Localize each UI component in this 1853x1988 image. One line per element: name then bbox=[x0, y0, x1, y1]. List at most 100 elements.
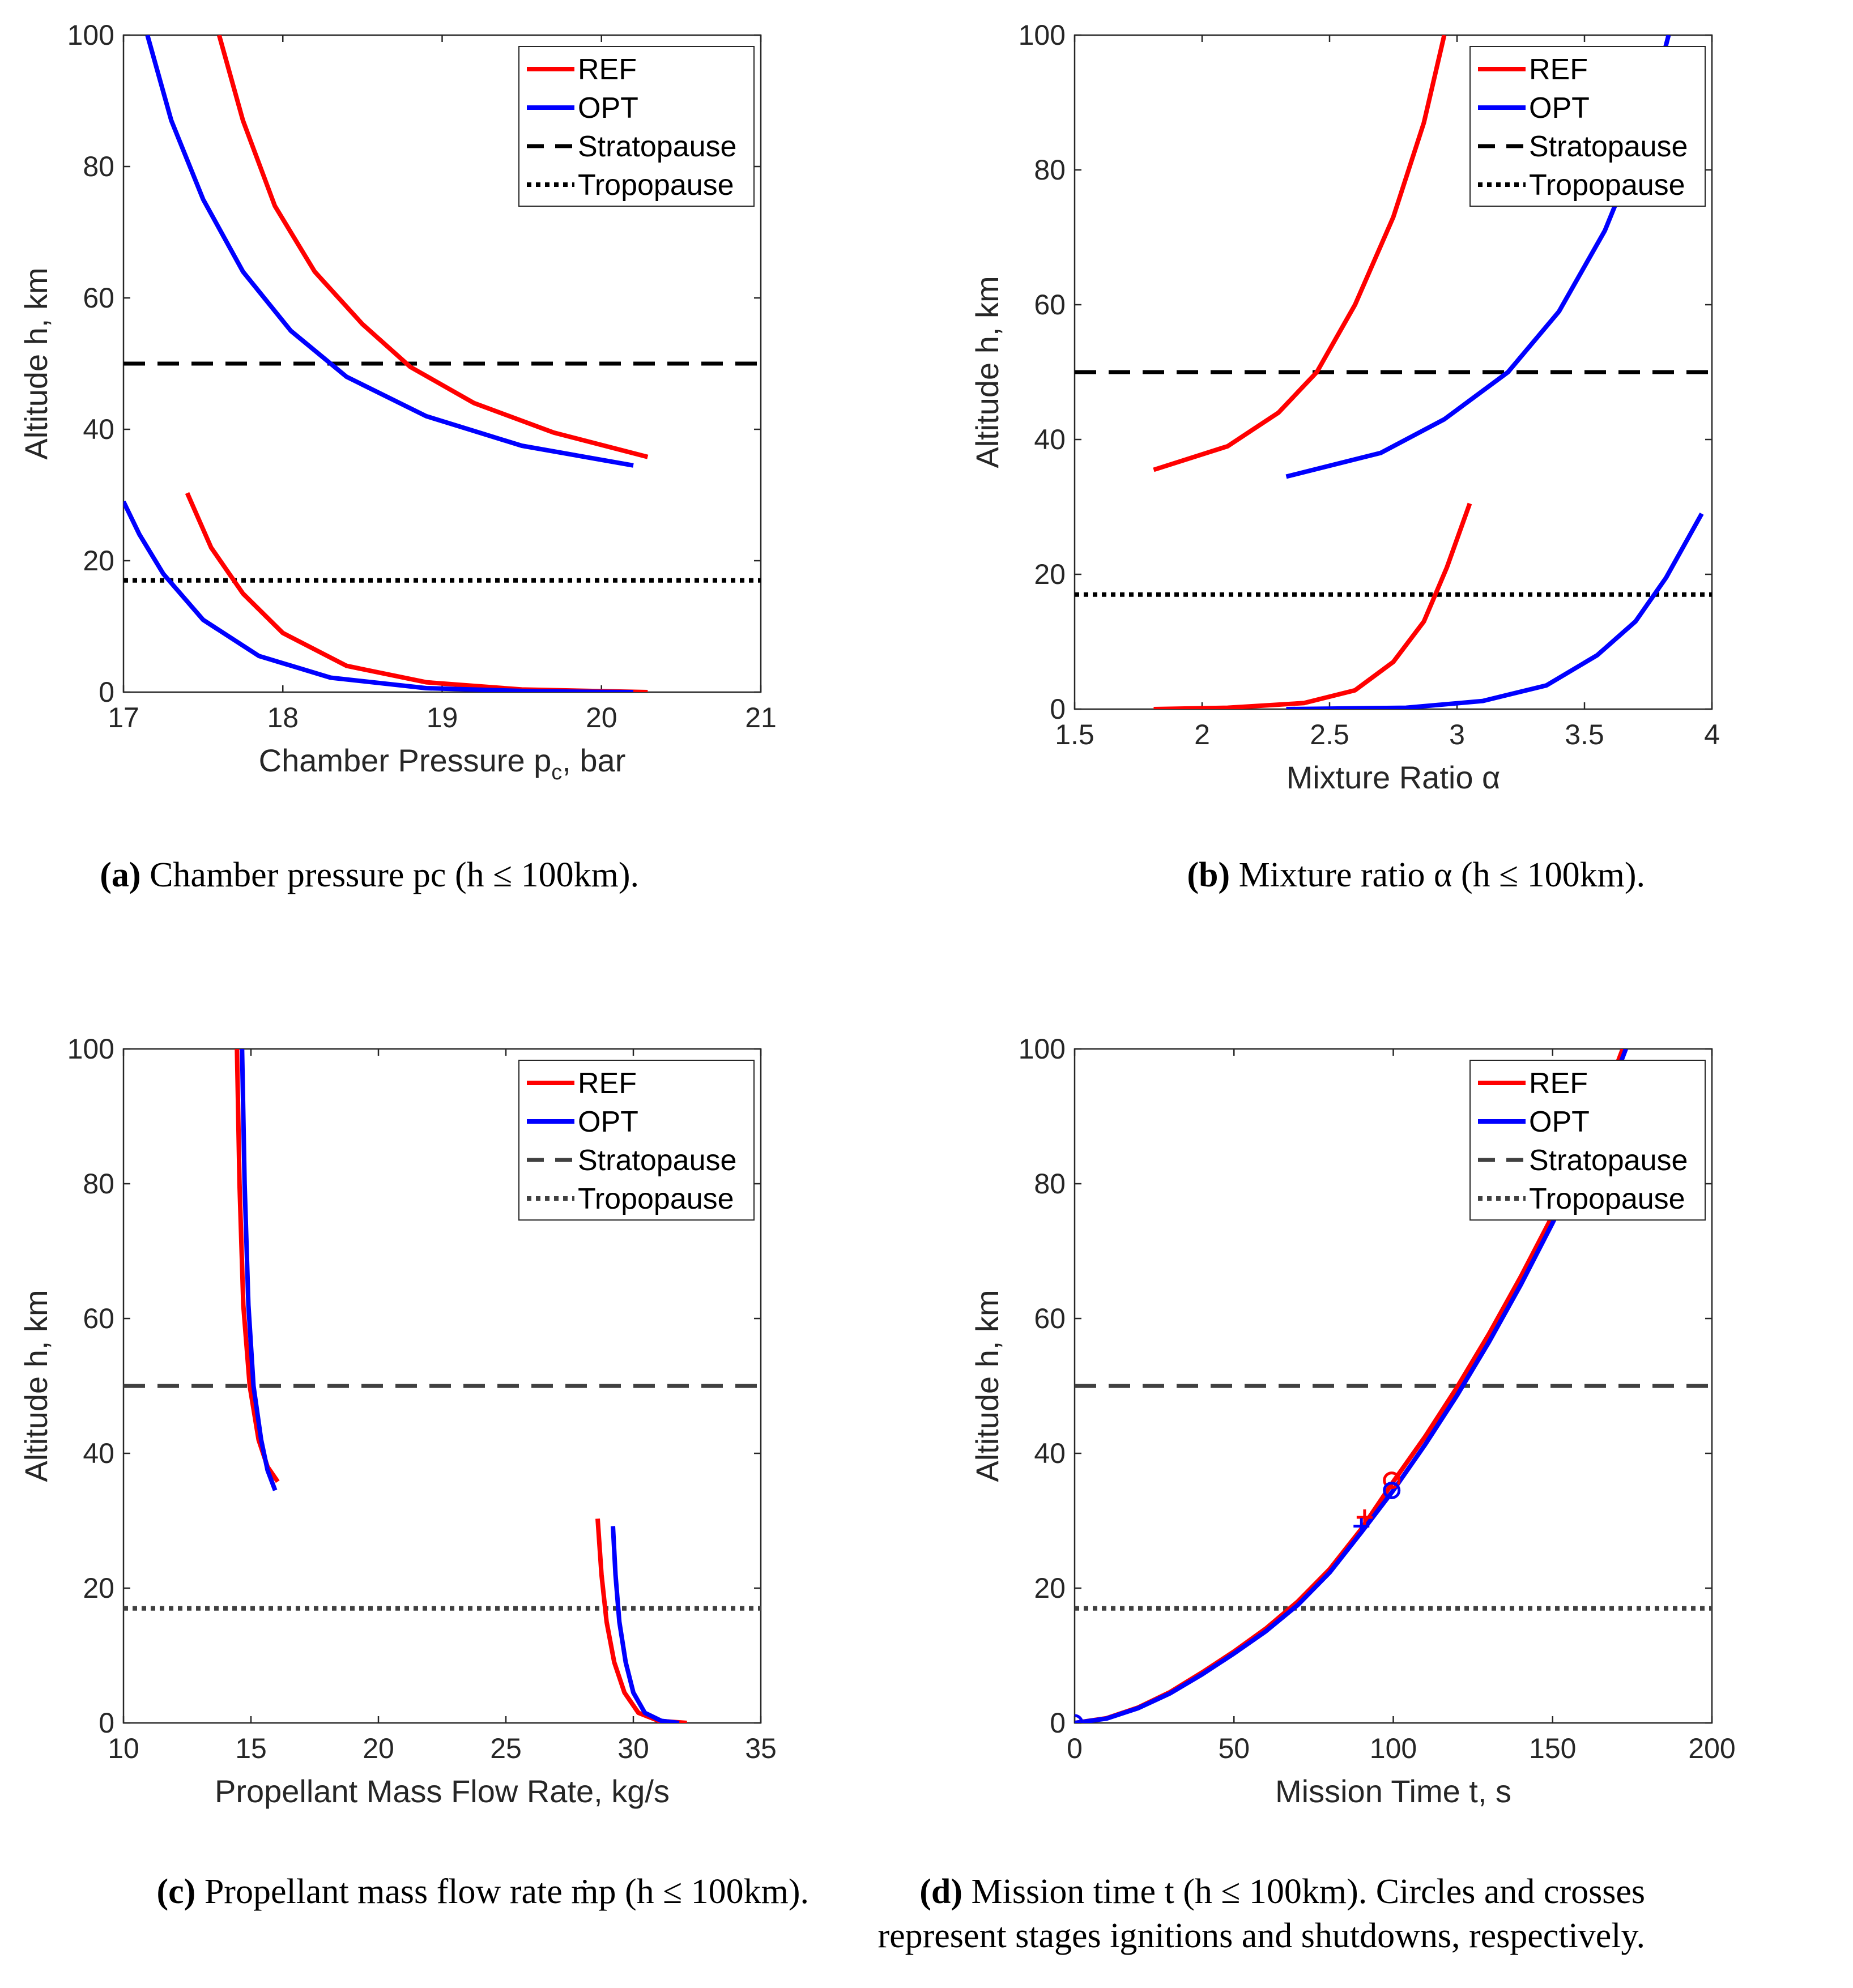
data-layer bbox=[123, 1049, 761, 1723]
y-tick-label: 20 bbox=[83, 545, 114, 577]
caption-label: (c) bbox=[157, 1872, 196, 1911]
legend-label-ref: REF bbox=[578, 53, 637, 86]
y-tick-label: 40 bbox=[1034, 1437, 1066, 1469]
data-layer bbox=[1075, 1049, 1712, 1723]
legend-label-tropopause: Tropopause bbox=[1529, 169, 1685, 202]
legend-label-opt: OPT bbox=[1529, 1106, 1590, 1138]
panel-c: 10 15 20 25 30 35 0 20 40 60 80 100 Propellant Mass … bbox=[18, 1033, 809, 1911]
y-tick-label: 80 bbox=[83, 1168, 114, 1200]
panel-d: 0 50 100 150 200 0 20 40 60 80 100 Mission Time t, … bbox=[877, 1033, 1735, 1955]
caption-text: Propellant mass flow rate ṁp (h ≤ 100km)… bbox=[195, 1872, 809, 1911]
x-axis-label: Mission Time t, s bbox=[1275, 1773, 1511, 1809]
legend-label-opt: OPT bbox=[578, 92, 638, 125]
caption-label: (d) bbox=[919, 1872, 962, 1911]
y-tick-label: 60 bbox=[1034, 1303, 1066, 1334]
x-tick-label: 50 bbox=[1218, 1733, 1250, 1764]
ref-shutdown-marker bbox=[1356, 1509, 1373, 1526]
legend-box bbox=[518, 46, 755, 207]
caption-text: Mission time t (h ≤ 100km). Circles and … bbox=[962, 1872, 1645, 1911]
x-axis-label: Mixture Ratio α bbox=[1287, 760, 1501, 795]
caption: (c) Propellant mass flow rate ṁp (h ≤ 10… bbox=[157, 1872, 809, 1911]
y-tick-label: 20 bbox=[1034, 1572, 1066, 1604]
caption: (a) Chamber pressure pc (h ≤ 100km). bbox=[100, 856, 639, 894]
opt-curve-segment-1 bbox=[145, 35, 634, 468]
x-tick-label: 17 bbox=[108, 702, 139, 733]
y-tick-label: 40 bbox=[83, 1437, 114, 1469]
caption: (d) Mission time t (h ≤ 100km). Circles … bbox=[919, 1872, 1645, 1911]
x-tick-label: 2.5 bbox=[1310, 719, 1349, 750]
x-tick-label: 200 bbox=[1688, 1733, 1735, 1764]
caption-label: (a) bbox=[100, 856, 140, 894]
x-tick-label: 20 bbox=[586, 702, 617, 733]
x-axis-label-sub: c bbox=[551, 761, 562, 784]
x-tick-label: 2 bbox=[1194, 719, 1210, 750]
y-axis-label: Altitude h, km bbox=[18, 1290, 54, 1482]
y-axis-label: Altitude h, km bbox=[18, 267, 54, 459]
y-axis-label: Altitude h, km bbox=[969, 1290, 1005, 1482]
legend-label-stratopause: Stratopause bbox=[578, 130, 736, 163]
caption: (b) Mixture ratio α (h ≤ 100km). bbox=[1187, 856, 1645, 894]
x-axis-label-main: Chamber Pressure p bbox=[259, 743, 552, 778]
opt-curve-segment-1 bbox=[240, 1049, 278, 1491]
ref-curve-segment-0 bbox=[1153, 502, 1472, 709]
y-tick-label: 0 bbox=[99, 676, 114, 708]
x-tick-label: 0 bbox=[1067, 1733, 1083, 1764]
legend-label-tropopause: Tropopause bbox=[578, 169, 734, 202]
legend-label-ref: REF bbox=[1529, 1067, 1588, 1100]
y-tick-label: 100 bbox=[1019, 19, 1066, 51]
x-axis-label-main: Mixture Ratio α bbox=[1287, 760, 1501, 795]
legend: REF OPT Stratopause Tropopause bbox=[1469, 46, 1706, 207]
ref-curve-segment-1 bbox=[216, 35, 649, 459]
x-tick-label: 21 bbox=[745, 702, 777, 733]
y-tick-label: 40 bbox=[1034, 424, 1066, 455]
x-axis-label: Propellant Mass Flow Rate, kg/s bbox=[215, 1773, 670, 1809]
y-tick-label: 20 bbox=[83, 1572, 114, 1604]
ref-ignition-marker bbox=[1383, 1471, 1401, 1490]
x-tick-label: 3.5 bbox=[1565, 719, 1604, 750]
y-tick-label: 0 bbox=[1050, 693, 1066, 725]
legend-label-opt: OPT bbox=[578, 1106, 638, 1138]
panel-a: 17 18 19 20 21 0 20 40 60 80 100 Chamber Pressure p… bbox=[18, 19, 777, 894]
x-axis-label-unit: , bar bbox=[562, 743, 625, 778]
x-tick-label: 10 bbox=[108, 1733, 139, 1764]
legend: REF OPT Stratopause Tropopause bbox=[518, 46, 755, 207]
y-tick-label: 100 bbox=[67, 19, 114, 51]
y-axis-label: Altitude h, km bbox=[969, 276, 1005, 468]
x-axis-label: Chamber Pressure pc, bar bbox=[259, 743, 626, 784]
y-tick-label: 20 bbox=[1034, 558, 1066, 590]
y-tick-label: 0 bbox=[1050, 1707, 1066, 1739]
data-layer bbox=[123, 35, 761, 692]
y-tick-label: 80 bbox=[83, 151, 114, 182]
y-tick-label: 80 bbox=[1034, 154, 1066, 186]
legend-label-stratopause: Stratopause bbox=[1529, 130, 1688, 163]
legend-label-stratopause: Stratopause bbox=[578, 1144, 736, 1177]
legend-box bbox=[1469, 1060, 1706, 1221]
legend-label-tropopause: Tropopause bbox=[578, 1183, 734, 1215]
y-tick-label: 0 bbox=[99, 1707, 114, 1739]
x-tick-label: 19 bbox=[427, 702, 458, 733]
legend: REF OPT Stratopause Tropopause bbox=[1469, 1060, 1706, 1221]
x-tick-label: 30 bbox=[617, 1733, 649, 1764]
opt-curve-segment-0 bbox=[1286, 512, 1704, 709]
y-tick-label: 60 bbox=[83, 282, 114, 314]
x-tick-label: 25 bbox=[490, 1733, 522, 1764]
legend-label-stratopause: Stratopause bbox=[1529, 1144, 1688, 1177]
x-tick-label: 15 bbox=[235, 1733, 267, 1764]
y-tick-label: 80 bbox=[1034, 1168, 1066, 1200]
opt-curve-segment-0 bbox=[123, 500, 634, 692]
opt-curve-segment-0 bbox=[611, 1526, 680, 1723]
caption-text: Mixture ratio α (h ≤ 100km). bbox=[1230, 856, 1645, 894]
y-tick-label: 100 bbox=[67, 1033, 114, 1065]
legend-box bbox=[1469, 46, 1706, 207]
x-tick-label: 150 bbox=[1529, 1733, 1576, 1764]
x-tick-label: 20 bbox=[363, 1733, 394, 1764]
opt-ignition-marker bbox=[1383, 1481, 1401, 1499]
caption-line2: represent stages ignitions and shutdowns… bbox=[877, 1917, 1645, 1955]
y-tick-label: 60 bbox=[1034, 289, 1066, 321]
x-tick-label: 1.5 bbox=[1055, 719, 1094, 750]
legend-label-opt: OPT bbox=[1529, 92, 1590, 125]
x-tick-label: 3 bbox=[1449, 719, 1465, 750]
x-axis-label-main: Mission Time t, s bbox=[1275, 1773, 1511, 1809]
